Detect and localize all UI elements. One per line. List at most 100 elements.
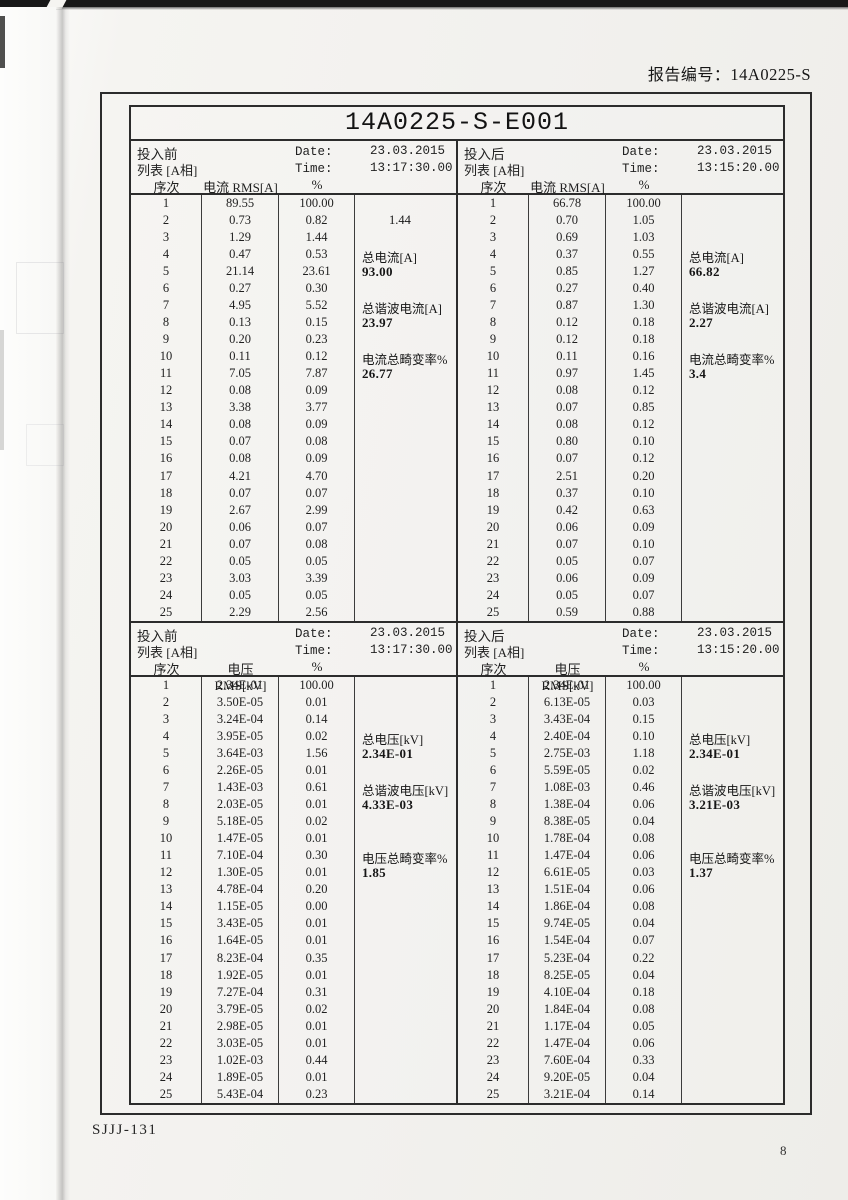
table-row: 23 3.03 3.39 — [131, 569, 456, 587]
center-divider — [456, 141, 458, 621]
rms-cell: 89.55 — [202, 195, 279, 213]
seq-cell: 16 — [131, 450, 202, 468]
percent-cell: 0.07 — [606, 552, 682, 570]
table-row: 1 2.34E-01 100.00 — [458, 677, 783, 695]
seq-cell: 21 — [458, 1017, 529, 1035]
percent-cell: 0.15 — [279, 314, 355, 332]
rms-cell: 0.20 — [202, 331, 279, 349]
voltage-before-annotations: 总电压[kV] 2.34E-01 总谐波电压[kV] 4.33E-03 电压总畸变率% 1… — [355, 677, 456, 1103]
table-row: 17 5.23E-04 0.22 — [458, 949, 783, 967]
table-row: 5 21.14 23.61 — [131, 263, 456, 281]
percent-cell: 0.53 — [279, 246, 355, 264]
percent-cell: 0.16 — [606, 348, 682, 366]
table-row: 25 3.21E-04 0.14 — [458, 1085, 783, 1103]
rms-cell: 0.70 — [529, 212, 606, 230]
rms-cell: 0.13 — [202, 314, 279, 332]
percent-cell: 0.06 — [606, 881, 682, 899]
percent-cell: 1.30 — [606, 297, 682, 315]
table-row: 17 2.51 0.20 — [458, 467, 783, 485]
annotation-value: 66.82 — [689, 264, 720, 280]
seq-cell: 4 — [131, 728, 202, 746]
date-label: Date: — [622, 627, 660, 641]
seq-cell: 7 — [458, 297, 529, 315]
rms-cell: 3.21E-04 — [529, 1085, 606, 1103]
voltage-section: 投入前 Date: 23.03.2015 列表 [A相] Time: 13:17… — [131, 623, 783, 1103]
seq-cell: 14 — [131, 898, 202, 916]
date-value: 23.03.2015 — [697, 626, 773, 640]
voltage-after-annotations: 总电压[kV] 2.34E-01 总谐波电压[kV] 3.21E-03 电压总畸变率% 1… — [682, 677, 783, 1103]
annotation-value: 26.77 — [362, 366, 393, 382]
seq-cell: 7 — [458, 779, 529, 797]
annotation-value: 2.34E-01 — [362, 746, 414, 762]
seq-cell: 20 — [131, 1000, 202, 1018]
seq-cell: 15 — [458, 433, 529, 451]
table-row: 18 0.37 0.10 — [458, 484, 783, 502]
table-row: 23 7.60E-04 0.33 — [458, 1051, 783, 1069]
seq-cell: 10 — [458, 348, 529, 366]
list-label: 列表 [A相] — [464, 163, 525, 178]
annotation-label: 总电压[kV] — [362, 733, 424, 748]
percent-cell: 100.00 — [606, 195, 682, 213]
rms-cell: 1.43E-03 — [202, 779, 279, 797]
percent-cell: 0.23 — [279, 1085, 355, 1103]
current-before-table: 1 89.55 100.00 2 0.73 0.82 3 1.29 1.44 4 0.47 0.53 5… — [131, 195, 456, 621]
rms-cell: 3.03 — [202, 569, 279, 587]
rms-cell: 2.26E-05 — [202, 762, 279, 780]
table-row: 14 1.15E-05 0.00 — [131, 898, 456, 916]
list-label: 列表 [A相] — [464, 645, 525, 660]
table-row: 11 0.97 1.45 — [458, 365, 783, 383]
table-row: 9 0.20 0.23 — [131, 331, 456, 349]
seq-cell: 9 — [458, 813, 529, 831]
percent-cell: 0.08 — [279, 535, 355, 553]
voltage-before-header: 投入前 Date: 23.03.2015 列表 [A相] Time: 13:17… — [131, 623, 456, 693]
table-row: 21 0.07 0.08 — [131, 535, 456, 553]
table-row: 22 1.47E-04 0.06 — [458, 1034, 783, 1052]
table-row: 7 4.95 5.52 — [131, 297, 456, 315]
seq-cell: 19 — [458, 983, 529, 1001]
document-code: SJJJ-131 — [92, 1122, 158, 1138]
table-title: 14A0225-S-E001 — [131, 107, 783, 141]
current-after-annotations: 总电流[A] 66.82 总谐波电流[A] 2.27 电流总畸变率% 3.4 — [682, 195, 783, 621]
table-row: 13 0.07 0.85 — [458, 399, 783, 417]
table-row: 2 3.50E-05 0.01 — [131, 694, 456, 712]
percent-cell: 1.03 — [606, 229, 682, 247]
time-value: 13:17:30.00 — [370, 161, 453, 175]
seq-cell: 2 — [131, 212, 202, 230]
table-row: 8 0.13 0.15 — [131, 314, 456, 332]
table-row: 14 0.08 0.12 — [458, 416, 783, 434]
seq-cell: 12 — [131, 864, 202, 882]
rms-cell: 3.79E-05 — [202, 1000, 279, 1018]
seq-cell: 2 — [458, 212, 529, 230]
table-row: 23 1.02E-03 0.44 — [131, 1051, 456, 1069]
rms-cell: 0.08 — [529, 416, 606, 434]
percent-cell: 0.08 — [606, 898, 682, 916]
seq-cell: 11 — [131, 365, 202, 383]
percent-column-header: % — [638, 177, 650, 192]
percent-cell: 0.31 — [279, 983, 355, 1001]
percent-cell: 1.56 — [279, 745, 355, 763]
rms-cell: 8.25E-05 — [529, 966, 606, 984]
seq-cell: 22 — [458, 552, 529, 570]
seq-cell: 17 — [131, 467, 202, 485]
seq-cell: 1 — [458, 677, 529, 695]
percent-cell: 0.55 — [606, 246, 682, 264]
percent-cell: 5.52 — [279, 297, 355, 315]
table-row: 9 5.18E-05 0.02 — [131, 813, 456, 831]
percent-cell: 0.09 — [606, 569, 682, 587]
table-row: 21 0.07 0.10 — [458, 535, 783, 553]
percent-column-header: % — [311, 659, 323, 674]
rms-cell: 1.51E-04 — [529, 881, 606, 899]
table-row: 3 1.29 1.44 — [131, 229, 456, 247]
percent-cell: 7.87 — [279, 365, 355, 383]
percent-cell: 0.14 — [606, 1085, 682, 1103]
percent-cell: 4.70 — [279, 467, 355, 485]
rms-cell: 0.05 — [202, 586, 279, 604]
seq-cell: 9 — [131, 331, 202, 349]
rms-cell: 0.85 — [529, 263, 606, 281]
seq-cell: 13 — [458, 881, 529, 899]
table-row: 6 5.59E-05 0.02 — [458, 762, 783, 780]
seq-cell: 10 — [131, 348, 202, 366]
center-divider — [456, 623, 458, 1103]
table-row: 10 1.47E-05 0.01 — [131, 830, 456, 848]
date-label: Date: — [295, 627, 333, 641]
